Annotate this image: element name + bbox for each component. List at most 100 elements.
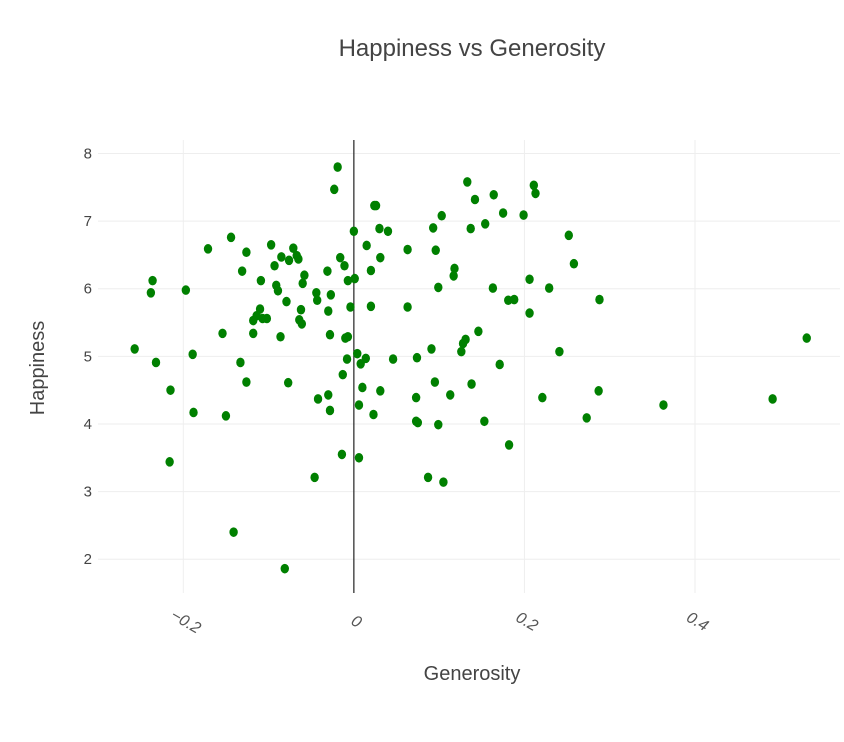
data-point: [369, 409, 378, 420]
data-point: [427, 344, 436, 354]
data-point: [376, 252, 385, 263]
data-point: [236, 357, 245, 368]
data-point: [289, 243, 298, 253]
data-point: [337, 449, 347, 460]
data-point: [237, 266, 247, 276]
grid: [98, 140, 840, 593]
data-point: [569, 258, 579, 269]
data-point: [256, 275, 266, 286]
data-point: [481, 219, 490, 229]
data-points: [130, 162, 811, 574]
data-point: [229, 527, 238, 537]
data-point: [498, 208, 508, 218]
data-point: [166, 385, 175, 395]
data-point: [354, 400, 364, 410]
x-tick-label: 0.2: [513, 609, 541, 635]
data-point: [324, 390, 333, 400]
data-point: [529, 180, 539, 191]
data-point: [458, 338, 468, 349]
data-point: [189, 407, 198, 418]
data-point: [555, 346, 564, 357]
data-point: [270, 260, 279, 271]
y-tick-label: 4: [84, 416, 92, 433]
data-point: [366, 265, 376, 276]
data-point: [474, 326, 483, 337]
data-point: [325, 329, 335, 340]
data-point: [413, 417, 423, 428]
data-point: [203, 244, 213, 254]
data-point: [336, 252, 345, 263]
data-point: [341, 333, 350, 343]
data-point: [371, 200, 381, 211]
data-point: [323, 266, 332, 276]
data-point: [446, 390, 455, 400]
data-point: [280, 563, 289, 574]
data-point: [249, 328, 258, 339]
data-point: [218, 328, 227, 339]
data-point: [242, 247, 251, 258]
data-point: [273, 285, 283, 296]
data-point: [489, 189, 498, 200]
data-point: [277, 252, 286, 262]
data-point: [449, 271, 458, 281]
data-point: [310, 472, 319, 483]
data-point: [362, 240, 371, 251]
data-point: [283, 377, 293, 388]
data-point: [188, 349, 197, 360]
data-point: [266, 239, 276, 250]
data-point: [802, 333, 811, 343]
data-point: [582, 413, 591, 423]
data-point: [403, 244, 412, 255]
data-point: [411, 392, 421, 403]
x-tick-label: 0.4: [683, 609, 711, 635]
data-point: [151, 357, 161, 368]
data-point: [325, 405, 335, 416]
data-point: [470, 194, 480, 205]
data-point: [525, 274, 534, 285]
data-point: [282, 296, 291, 307]
data-point: [519, 210, 528, 220]
y-tick-label: 8: [84, 146, 92, 163]
data-point: [324, 306, 333, 316]
data-point: [457, 346, 466, 357]
data-point: [375, 223, 384, 234]
data-point: [376, 386, 385, 396]
data-point: [358, 382, 367, 393]
data-point: [249, 315, 258, 326]
x-axis-title: Generosity: [424, 663, 521, 685]
data-point: [350, 273, 359, 284]
data-point: [525, 308, 534, 318]
data-point: [148, 275, 157, 286]
data-point: [242, 377, 251, 387]
data-point: [313, 394, 323, 404]
data-point: [330, 184, 339, 195]
data-point: [531, 188, 540, 199]
y-tick-label: 5: [84, 348, 92, 365]
data-point: [510, 294, 519, 305]
data-point: [346, 302, 355, 312]
data-point: [564, 230, 573, 241]
data-point: [340, 260, 349, 271]
data-point: [467, 379, 476, 389]
data-point: [298, 278, 307, 289]
data-point: [480, 416, 489, 427]
data-point: [595, 294, 604, 305]
data-point: [181, 285, 191, 295]
chart-title: Happiness vs Generosity: [339, 35, 606, 62]
y-axis-title: Happiness: [27, 321, 49, 416]
data-point: [262, 313, 272, 324]
data-point: [544, 283, 554, 293]
data-point: [296, 304, 306, 315]
data-point: [276, 331, 285, 342]
data-point: [463, 177, 472, 187]
data-point: [333, 162, 342, 172]
data-point: [353, 348, 362, 359]
data-point: [431, 245, 440, 256]
data-point: [284, 255, 294, 266]
data-point: [383, 226, 393, 237]
data-point: [226, 232, 236, 243]
data-point: [342, 354, 352, 364]
data-point: [594, 386, 603, 396]
y-tick-label: 3: [84, 484, 92, 501]
data-point: [165, 457, 174, 467]
